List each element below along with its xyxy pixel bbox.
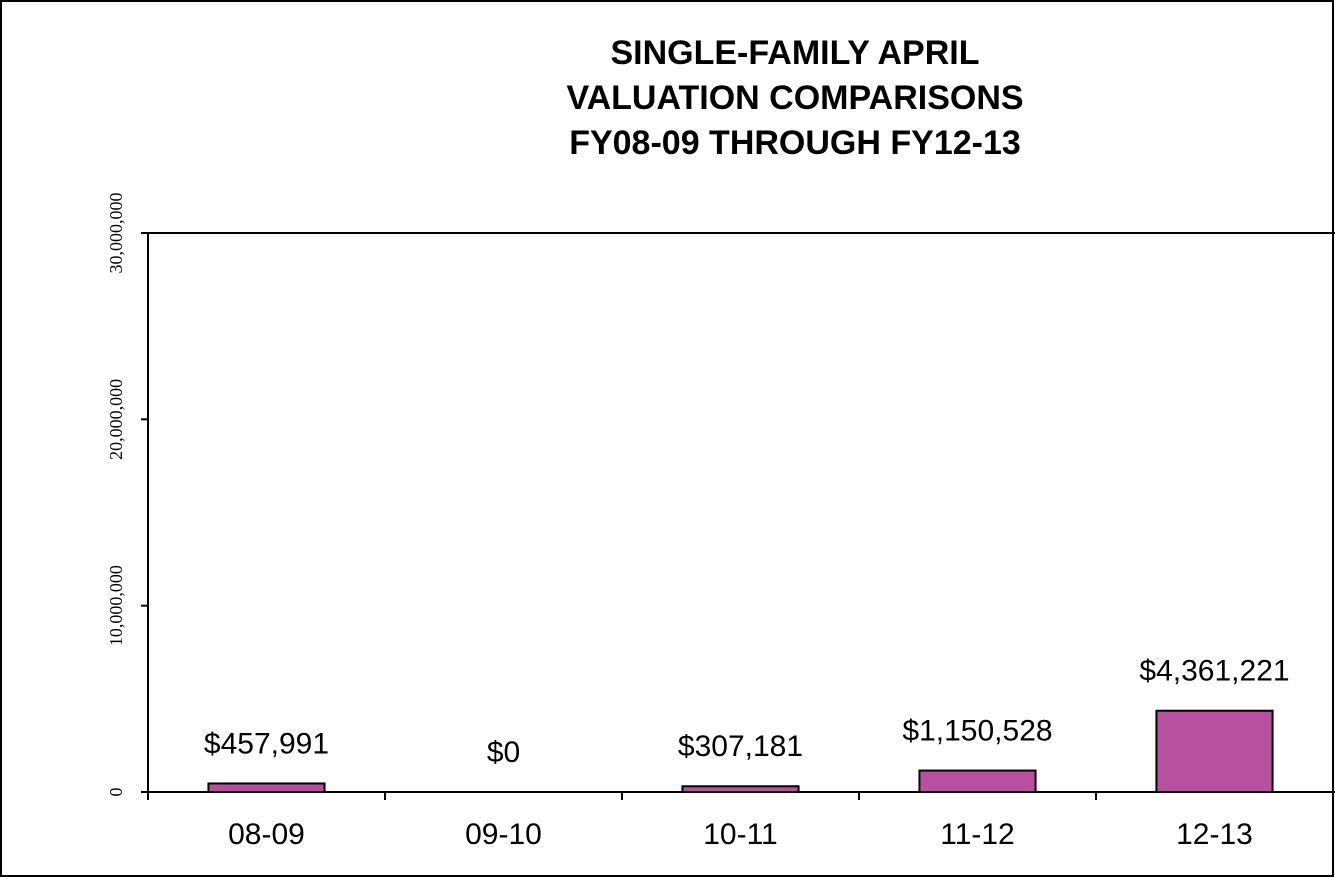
x-tick-label: 09-10 — [465, 818, 542, 851]
x-tick-label: 08-09 — [228, 818, 305, 851]
x-tick-label: 11-12 — [940, 818, 1015, 851]
value-label: $307,181 — [678, 730, 803, 763]
y-tick-label: 30,000,000 — [106, 193, 126, 274]
bar — [1155, 709, 1274, 793]
chart-title: FY08-09 THROUGH FY12-13 — [569, 124, 1021, 162]
y-tick-label: 0 — [106, 788, 126, 797]
x-tick-label: 12-13 — [1176, 818, 1253, 851]
chart-title: VALUATION COMPARISONS — [566, 79, 1023, 117]
value-label: $1,150,528 — [902, 714, 1052, 747]
bar — [681, 785, 800, 793]
chart-title: SINGLE-FAMILY APRIL — [610, 34, 979, 72]
x-tick-label: 10-11 — [703, 818, 778, 851]
bar — [207, 782, 326, 794]
value-label: $0 — [487, 736, 520, 769]
y-tick-label: 10,000,000 — [106, 565, 126, 646]
y-tick-label: 20,000,000 — [106, 379, 126, 460]
value-label: $457,991 — [204, 727, 329, 760]
value-label: $4,361,221 — [1139, 655, 1289, 688]
bar — [918, 769, 1037, 793]
